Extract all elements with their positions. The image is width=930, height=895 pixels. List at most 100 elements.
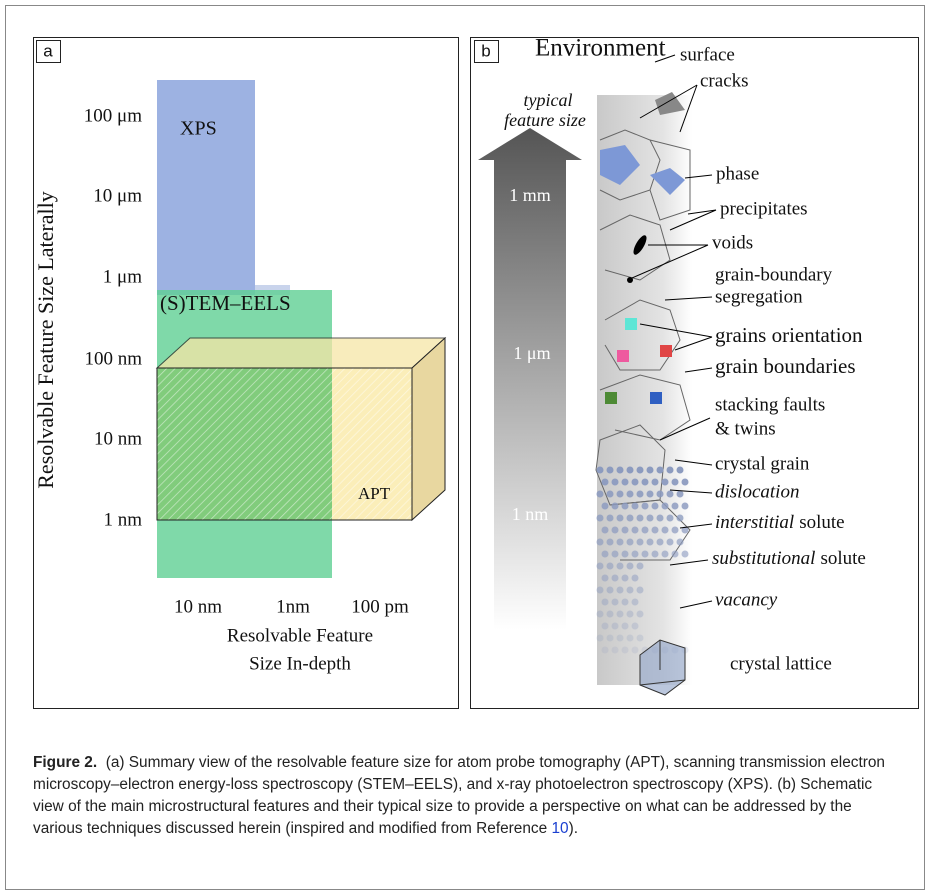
atom [627, 563, 634, 570]
region-label: (S)TEM–EELS [160, 291, 291, 315]
atom [617, 491, 624, 498]
scale-label: 1 mm [509, 185, 551, 205]
feature-label: & twins [715, 418, 776, 439]
atom [622, 575, 629, 582]
atom [637, 611, 644, 618]
atom [677, 539, 684, 546]
atom [647, 467, 654, 474]
atom [682, 503, 689, 510]
feature-label: grain-boundary [715, 264, 833, 285]
grain-orientation [625, 318, 637, 330]
atom [597, 563, 604, 570]
y-axis-label: Resolvable Feature Size Laterally [33, 191, 58, 489]
atom [622, 647, 629, 654]
atom [657, 515, 664, 522]
grain-orientation [660, 345, 672, 357]
atom [597, 635, 604, 642]
atom [597, 539, 604, 546]
atom [602, 503, 609, 510]
atom [617, 539, 624, 546]
feature-label: substitutionalsolute [712, 548, 866, 569]
atom [607, 611, 614, 618]
atom [607, 491, 614, 498]
grain-orientation [617, 350, 629, 362]
x-tick-label: 10 nm [174, 596, 222, 617]
atom [602, 479, 609, 486]
feature-text: solute [820, 548, 865, 569]
atom [642, 503, 649, 510]
page: a Resolvable Feature Size Laterally 100 … [0, 0, 930, 895]
atom [607, 563, 614, 570]
panel-label: a [43, 41, 53, 60]
atom [602, 623, 609, 630]
atom [617, 515, 624, 522]
atom [617, 635, 624, 642]
atom [622, 527, 629, 534]
atom [632, 575, 639, 582]
caption-text: (a) Summary view of the resolvable featu… [33, 754, 885, 837]
atom [662, 479, 669, 486]
atom [642, 479, 649, 486]
atom [612, 623, 619, 630]
x-tick-label: 1nm [276, 596, 310, 617]
feature-label: vacancy [715, 589, 778, 610]
feature-label: cracks [700, 70, 749, 91]
atom [677, 491, 684, 498]
atom [652, 551, 659, 558]
feature-label: surface [680, 44, 735, 65]
feature-label: crystal grain [715, 453, 810, 474]
atom [627, 467, 634, 474]
region-label: APT [358, 484, 391, 503]
atom [622, 479, 629, 486]
atom [657, 491, 664, 498]
y-tick-label: 100 μm [84, 105, 142, 126]
feature-label: dislocation [715, 481, 799, 502]
arrow-label: feature size [504, 110, 586, 130]
atom [682, 479, 689, 486]
atom [667, 539, 674, 546]
scale-label: 1 μm [513, 343, 550, 363]
atom [617, 563, 624, 570]
feature-label: stacking faults [715, 394, 825, 415]
atom [682, 551, 689, 558]
atom [597, 491, 604, 498]
scale-label: 1 nm [512, 504, 549, 524]
feature-italic: interstitial [715, 512, 794, 533]
atom [642, 551, 649, 558]
atom [632, 503, 639, 510]
atom [617, 611, 624, 618]
caption-end: ). [569, 820, 578, 837]
apt-box-side [412, 338, 445, 520]
region-label: XPS [180, 118, 217, 140]
atom [607, 515, 614, 522]
feature-label: voids [712, 232, 753, 253]
xps-region [157, 80, 255, 295]
atom [637, 563, 644, 570]
atom [622, 503, 629, 510]
atom [602, 551, 609, 558]
atom [667, 467, 674, 474]
panel-label: b [481, 41, 490, 60]
atom [612, 527, 619, 534]
atom [612, 647, 619, 654]
grain-orientation [605, 392, 617, 404]
atom [657, 539, 664, 546]
atom [632, 599, 639, 606]
atom [667, 491, 674, 498]
atom [662, 503, 669, 510]
atom [627, 611, 634, 618]
atom [622, 551, 629, 558]
atom [672, 551, 679, 558]
x-axis-label: Resolvable Feature [227, 625, 373, 646]
atom [597, 467, 604, 474]
atom [642, 527, 649, 534]
atom [662, 527, 669, 534]
atom [637, 491, 644, 498]
atom [677, 515, 684, 522]
atom [672, 503, 679, 510]
atom [597, 515, 604, 522]
feature-label: grains orientation [715, 323, 863, 347]
feature-label: interstitialsolute [715, 512, 845, 533]
reference-link[interactable]: 10 [551, 820, 568, 837]
atom [632, 527, 639, 534]
